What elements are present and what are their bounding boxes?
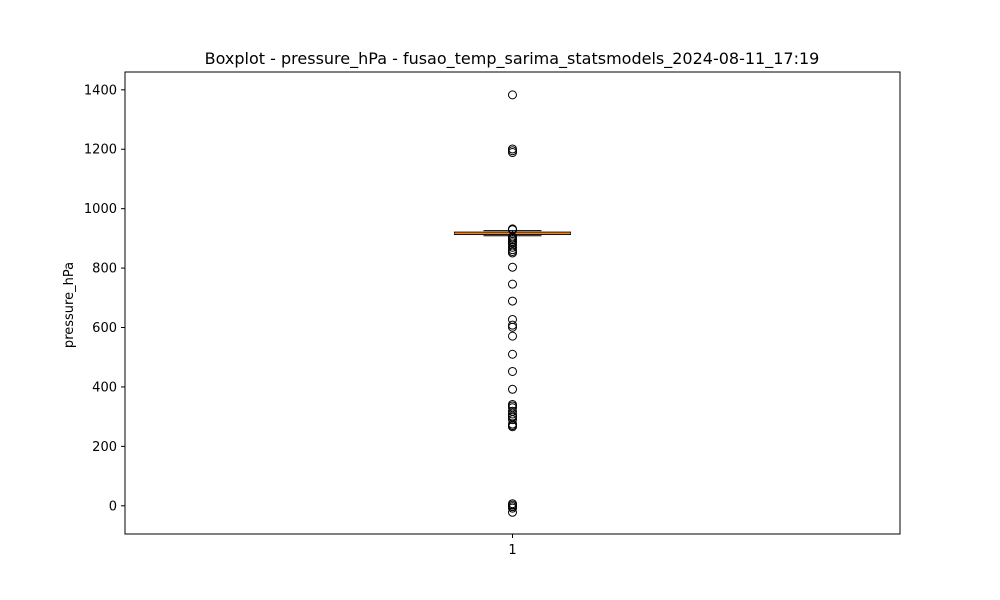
outlier-point	[508, 262, 517, 272]
y-tick-label: 1000	[84, 202, 117, 217]
outlier-point	[508, 242, 517, 252]
outlier-point	[508, 296, 517, 306]
y-tick-label: 800	[92, 262, 117, 277]
y-axis-label: pressure_hPa	[62, 262, 77, 348]
outlier-point	[508, 331, 517, 341]
y-axis: 0 200 400 600 800 1000 1200 1400	[84, 83, 125, 514]
outlier-point	[508, 248, 517, 258]
y-tick-label: 600	[92, 321, 117, 336]
outlier-point	[508, 320, 517, 330]
x-axis: 1	[508, 534, 517, 558]
outlier-point	[508, 366, 517, 376]
outlier-point	[508, 90, 517, 100]
plot-frame	[124, 71, 901, 535]
x-tick-label: 1	[508, 543, 516, 558]
y-tick-label: 200	[92, 440, 117, 455]
outlier-point	[508, 322, 517, 332]
outlier-point	[508, 384, 517, 394]
outlier-point	[508, 238, 517, 248]
outlier-point	[508, 415, 517, 425]
chart-title: Boxplot - pressure_hPa - fusao_temp_sari…	[205, 49, 820, 69]
outlier-point	[508, 422, 517, 432]
outlier-point	[508, 409, 517, 419]
outlier-point	[508, 146, 517, 156]
y-tick-label: 1400	[84, 83, 117, 98]
y-tick-label: 0	[109, 499, 117, 514]
y-tick-label: 1200	[84, 143, 117, 158]
outlier-point	[508, 148, 517, 158]
outlier-point	[508, 507, 517, 517]
outlier-point	[508, 225, 517, 235]
outlier-point	[508, 279, 517, 289]
outlier-point	[508, 503, 517, 513]
y-tick-label: 400	[92, 380, 117, 395]
outlier-point	[508, 349, 517, 359]
outlier-layer	[508, 90, 517, 517]
